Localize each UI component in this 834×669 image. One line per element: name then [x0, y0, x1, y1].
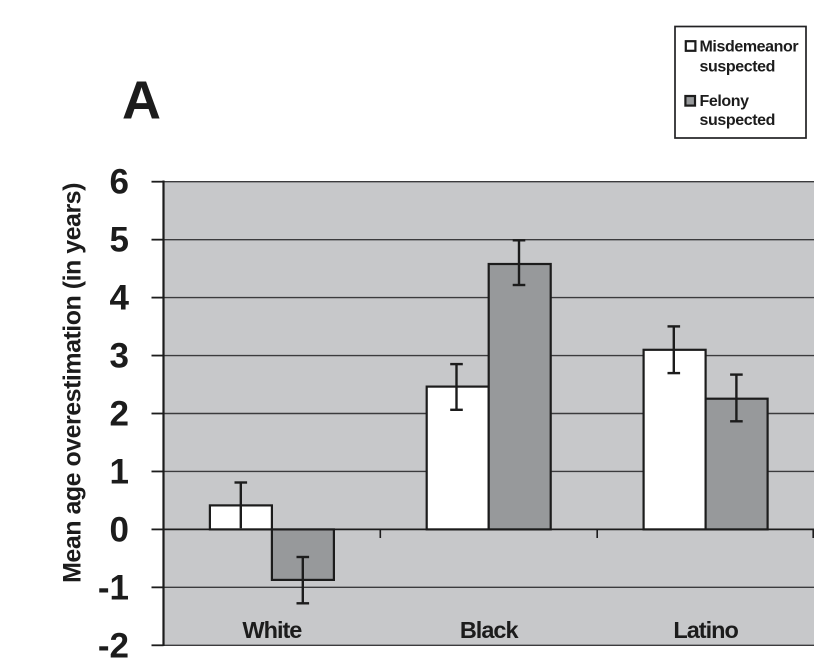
svg-text:0: 0 [110, 510, 129, 549]
svg-text:2: 2 [110, 395, 129, 434]
svg-text:3: 3 [110, 337, 129, 376]
svg-text:4: 4 [110, 279, 130, 318]
svg-text:Latino: Latino [673, 617, 738, 643]
svg-text:6: 6 [110, 163, 129, 202]
svg-text:suspected: suspected [700, 59, 776, 76]
svg-text:Mean age overestimation (in ye: Mean age overestimation (in years) [59, 183, 87, 583]
svg-text:Misdemeanor: Misdemeanor [700, 39, 799, 56]
svg-text:-1: -1 [98, 568, 129, 607]
svg-text:Felony: Felony [700, 93, 750, 110]
svg-text:Black: Black [460, 617, 520, 643]
svg-text:5: 5 [110, 221, 129, 260]
svg-text:White: White [242, 617, 302, 643]
svg-text:suspected: suspected [700, 112, 776, 129]
svg-text:-2: -2 [98, 626, 129, 665]
svg-text:A: A [122, 71, 161, 131]
svg-text:1: 1 [110, 452, 129, 491]
